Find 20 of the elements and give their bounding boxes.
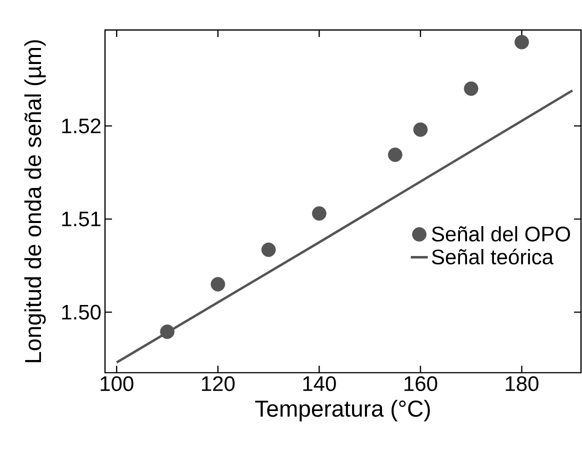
y-tick-label: 1.51 [62, 212, 100, 226]
x-tick-label: 100 [100, 376, 134, 392]
legend-label: Señal teórica [432, 248, 554, 264]
point [160, 324, 174, 339]
point [413, 122, 428, 137]
y-tick-label: 1.50 [62, 304, 101, 320]
y-axis-title: Longitud de onda de señal (µm) [24, 40, 46, 362]
legend-label: Señal del OPO [432, 226, 570, 242]
y-tick-label: 1.52 [62, 118, 100, 134]
point [210, 277, 226, 292]
point [464, 81, 478, 96]
x-tick-label: 120 [202, 376, 235, 392]
x-tick-label: 140 [303, 376, 336, 392]
x-axis-title: Temperatura (°C) [255, 400, 430, 422]
x-tick-label: 160 [404, 376, 438, 392]
point [261, 242, 276, 257]
point [514, 34, 529, 50]
point [388, 148, 402, 162]
x-tick-label: 180 [506, 376, 538, 392]
point [312, 206, 326, 221]
